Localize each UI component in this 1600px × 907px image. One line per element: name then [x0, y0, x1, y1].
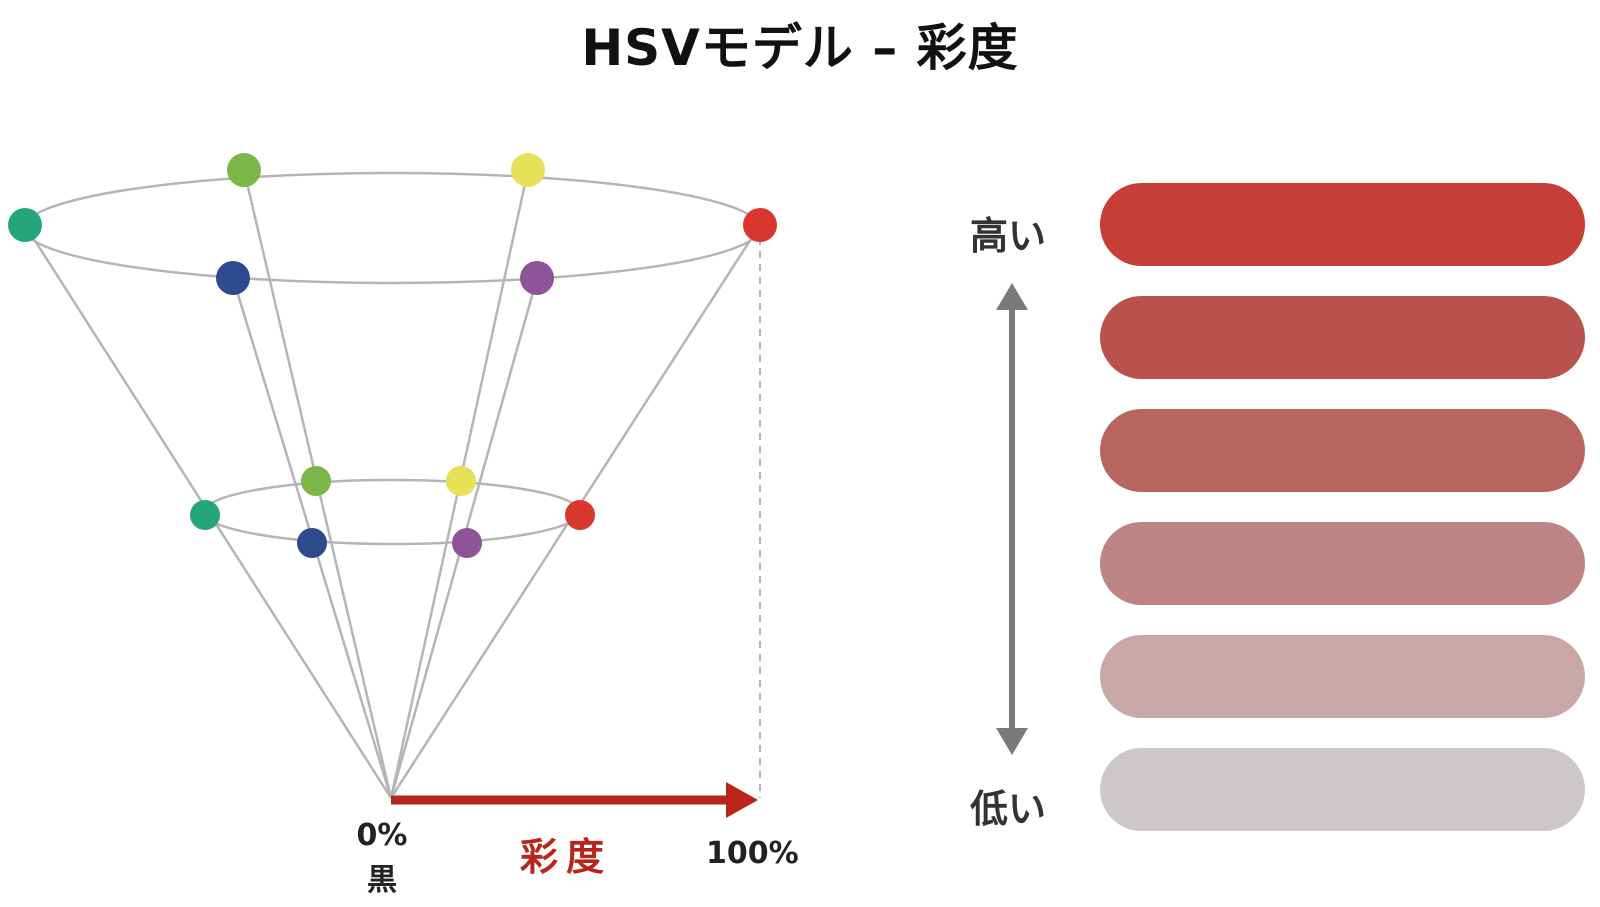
outer-dot-2	[511, 153, 545, 187]
high-label: 高い	[970, 214, 1047, 258]
inner-dot-5	[297, 528, 327, 558]
start-percent-label: 0%	[356, 818, 408, 853]
saturation-axis-label: 彩度	[520, 835, 613, 879]
saturation-swatch-6	[1100, 748, 1585, 831]
inner-dot-1	[301, 466, 331, 496]
saturation-swatch-4	[1100, 522, 1585, 605]
saturation-axis-arrowhead	[726, 782, 758, 818]
outer-dot-1	[227, 153, 261, 187]
inner-dot-4	[452, 528, 482, 558]
outer-dot-0	[8, 208, 42, 242]
inner-ring	[202, 478, 582, 546]
scale-arrow	[996, 283, 1028, 755]
black-label: 黒	[367, 863, 397, 898]
guide-lines	[391, 225, 761, 818]
inner-dot-2	[446, 466, 476, 496]
low-label: 低い	[970, 787, 1047, 831]
page-title: HSVモデル – 彩度	[581, 19, 1019, 77]
outer-dot-4	[520, 261, 554, 295]
scale-arrow-down-head	[996, 728, 1028, 755]
saturation-swatch-5	[1100, 635, 1585, 718]
ring-outlines	[22, 171, 762, 546]
end-percent-label: 100%	[706, 836, 799, 871]
saturation-swatch-1	[1100, 183, 1585, 266]
cone-lines	[23, 169, 762, 799]
color-dots	[8, 153, 777, 558]
saturation-swatch-2	[1100, 296, 1585, 379]
saturation-swatches	[1100, 183, 1585, 861]
outer-ring	[22, 171, 762, 285]
saturation-swatch-3	[1100, 409, 1585, 492]
scale-arrow-up-head	[996, 283, 1028, 310]
inner-dot-3	[565, 500, 595, 530]
inner-dot-0	[190, 500, 220, 530]
outer-dot-3	[743, 208, 777, 242]
outer-dot-5	[216, 261, 250, 295]
